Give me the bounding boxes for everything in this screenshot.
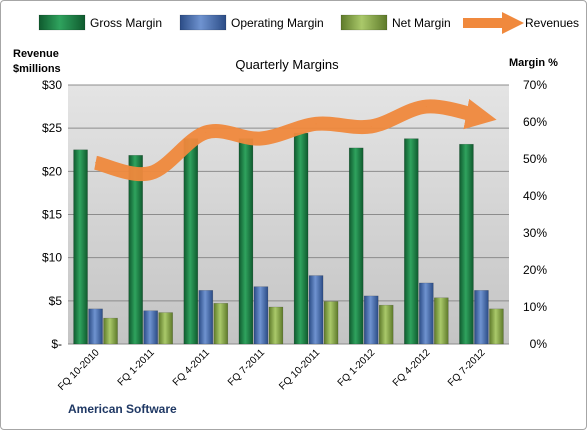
- y-left-label-line2: $millions: [13, 63, 61, 75]
- net-margin-bar: [268, 306, 284, 345]
- y-right-tick-label: 60%: [523, 115, 547, 129]
- net-margin-bar: [434, 297, 449, 345]
- y-right-tick-label: 50%: [523, 152, 547, 166]
- revenue-point: [205, 131, 207, 133]
- chart-title: Quarterly Margins: [235, 57, 339, 72]
- legend-revenues-label: Revenues: [525, 16, 579, 30]
- y-right-tick-label: 10%: [523, 300, 547, 314]
- operating-margin-bar: [198, 290, 214, 345]
- x-tick-label: FQ 7-2012: [446, 347, 488, 389]
- net-margin-bar: [158, 312, 173, 345]
- net-margin-bar: [103, 317, 118, 345]
- gross-margin-bar: [293, 132, 309, 345]
- y-left-label-line1: Revenue: [13, 48, 59, 60]
- y-left-tick-label: $-: [51, 337, 62, 351]
- operating-margin-bar: [253, 286, 269, 345]
- revenue-line: [93, 98, 497, 182]
- y-left-tick-label: $25: [42, 121, 62, 135]
- net-margin-bar: [323, 301, 339, 345]
- revenue-point: [260, 138, 262, 140]
- revenue-point: [315, 123, 317, 125]
- x-tick-label: FQ 10-2011: [277, 347, 322, 392]
- operating-margin-bar: [308, 275, 324, 345]
- revenue-series-line: [93, 98, 497, 182]
- gross-margin-bar: [238, 138, 254, 345]
- y-left-tick-label: $30: [42, 78, 62, 92]
- y-left-tick-label: $5: [49, 294, 63, 308]
- x-tick-label: FQ 1-2012: [336, 347, 378, 389]
- revenue-point: [425, 106, 427, 108]
- net-margin-bar: [213, 303, 229, 345]
- gross-margin-bar: [459, 143, 474, 345]
- y-left-tick-label: $10: [42, 251, 62, 265]
- revenue-point: [480, 116, 482, 118]
- legend-gross-margin-swatch: [38, 14, 86, 31]
- operating-margin-bar: [363, 295, 379, 345]
- revenue-point: [95, 162, 97, 164]
- bars: [73, 132, 504, 345]
- y-right-tick-label: 70%: [523, 78, 547, 92]
- legend-gross-margin-label: Gross Margin: [90, 16, 162, 30]
- net-margin-bar: [378, 304, 394, 345]
- x-tick-label: FQ 7-2011: [226, 347, 267, 388]
- company-name: American Software: [68, 402, 177, 416]
- legend-operating-margin-swatch: [179, 14, 227, 31]
- operating-margin-bar: [419, 282, 434, 345]
- operating-margin-bar: [88, 308, 103, 345]
- revenue-point: [150, 172, 152, 174]
- legend-net-margin-label: Net Margin: [392, 16, 451, 30]
- legend-net-margin-swatch: [340, 14, 388, 31]
- y-right-tick-label: 20%: [523, 263, 547, 277]
- gross-margin-bar: [348, 147, 364, 345]
- y-right-tick-label: 0%: [530, 337, 548, 351]
- legend-operating-margin-label: Operating Margin: [231, 16, 324, 30]
- x-tick-label: FQ 10-2010: [56, 347, 102, 393]
- x-tick-label: FQ 4-2011: [171, 347, 212, 388]
- y-right-tick-label: 40%: [523, 189, 547, 203]
- gross-margin-bar: [73, 149, 88, 345]
- y-right-label: Margin %: [509, 57, 558, 69]
- y-left-tick-label: $15: [42, 208, 62, 222]
- x-tick-label: FQ 4-2012: [391, 347, 433, 389]
- legend: Gross Margin Operating Margin Net Margin Re…: [38, 11, 579, 35]
- net-margin-bar: [489, 308, 504, 345]
- operating-margin-bar: [474, 290, 489, 345]
- gross-margin-bar: [404, 138, 419, 345]
- y-right-tick-label: 30%: [523, 226, 547, 240]
- x-tick-label: FQ 1-2011: [116, 347, 157, 388]
- revenue-point: [370, 125, 372, 127]
- gross-margin-bar: [183, 138, 199, 345]
- operating-margin-bar: [143, 310, 158, 345]
- y-left-tick-label: $20: [42, 164, 62, 178]
- gross-margin-bar: [128, 155, 143, 345]
